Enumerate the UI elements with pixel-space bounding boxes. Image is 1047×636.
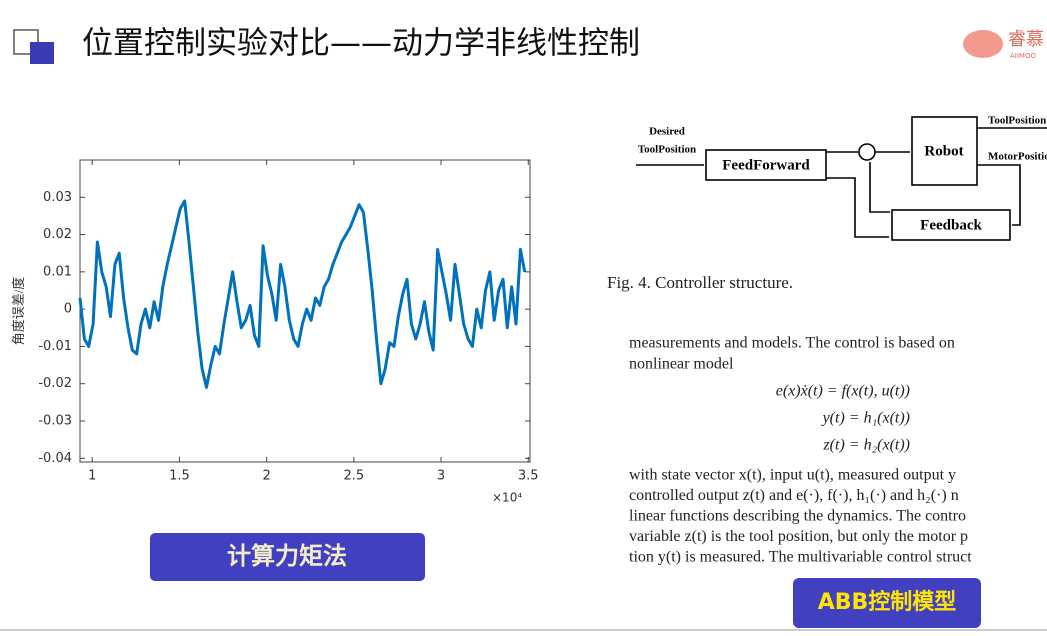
y-tick-label: -0.02 — [38, 376, 72, 391]
logo-icon — [963, 30, 1003, 58]
y-tick-label: -0.01 — [38, 339, 72, 354]
equation: z(t) = h₂(x(t)) — [822, 437, 910, 454]
title: 位置控制实验对比——动力学非线性控制 — [82, 26, 640, 62]
caption: Fig. 4. Controller structure. — [607, 273, 793, 292]
x-tick-label: 2.5 — [343, 469, 364, 484]
x-tick-label: 3 — [437, 469, 445, 484]
y-tick-label: -0.04 — [38, 451, 72, 466]
equation: y(t) = h₁(x(t)) — [821, 410, 910, 427]
output-label: ToolPosition — [988, 115, 1046, 127]
x-tick-label: 1.5 — [169, 469, 190, 484]
y-tick-label: -0.03 — [38, 413, 72, 428]
y-tick-label: 0.02 — [43, 227, 72, 242]
logo-sub: AIIMOO — [1010, 52, 1036, 60]
logo: 睿慕 — [1008, 29, 1044, 50]
output-label: MotorPosition — [988, 151, 1047, 163]
paper-line: with state vector x(t), input u(t), meas… — [629, 467, 956, 484]
button-label[interactable]: ABB控制模型 — [818, 589, 957, 615]
paper-line: nonlinear model — [629, 356, 734, 373]
x-tick-label: 1 — [88, 469, 96, 484]
button-label[interactable]: 计算力矩法 — [227, 542, 347, 570]
paper-line: linear functions describing the dynamics… — [629, 508, 966, 525]
icon — [30, 42, 54, 64]
y-tick-label: 0.03 — [43, 190, 72, 205]
x-tick-label: 2 — [262, 469, 270, 484]
diagram-lines — [636, 116, 1047, 241]
block-label: Robot — [924, 143, 963, 159]
block-label: Feedback — [920, 217, 982, 233]
x-tick-label: 3.5 — [518, 469, 539, 484]
y-tick-label: 0.01 — [43, 264, 72, 279]
paper-line: controlled output z(t) and e(·), f(·), h… — [629, 487, 959, 504]
input-label: ToolPosition — [638, 144, 696, 156]
paper-line: measurements and models. The control is … — [629, 335, 955, 352]
equation: e(x)ẋ(t) = f(x(t), u(t)) — [776, 383, 910, 400]
y-axis-label: 角度误差/度 — [11, 277, 26, 346]
paper-line: variable z(t) is the tool position, but … — [629, 528, 968, 545]
button[interactable] — [793, 578, 981, 628]
data-line — [78, 199, 527, 389]
x-multiplier: ×10⁴ — [492, 491, 522, 505]
paper-line: tion y(t) is measured. The multivariable… — [629, 549, 972, 566]
button[interactable] — [150, 533, 425, 581]
diagram-text: Desired ToolPosition FeedForward Robot F… — [638, 115, 1047, 234]
y-tick-label: 0 — [64, 302, 72, 317]
block-label: FeedForward — [722, 157, 810, 173]
input-label: Desired — [649, 126, 685, 138]
